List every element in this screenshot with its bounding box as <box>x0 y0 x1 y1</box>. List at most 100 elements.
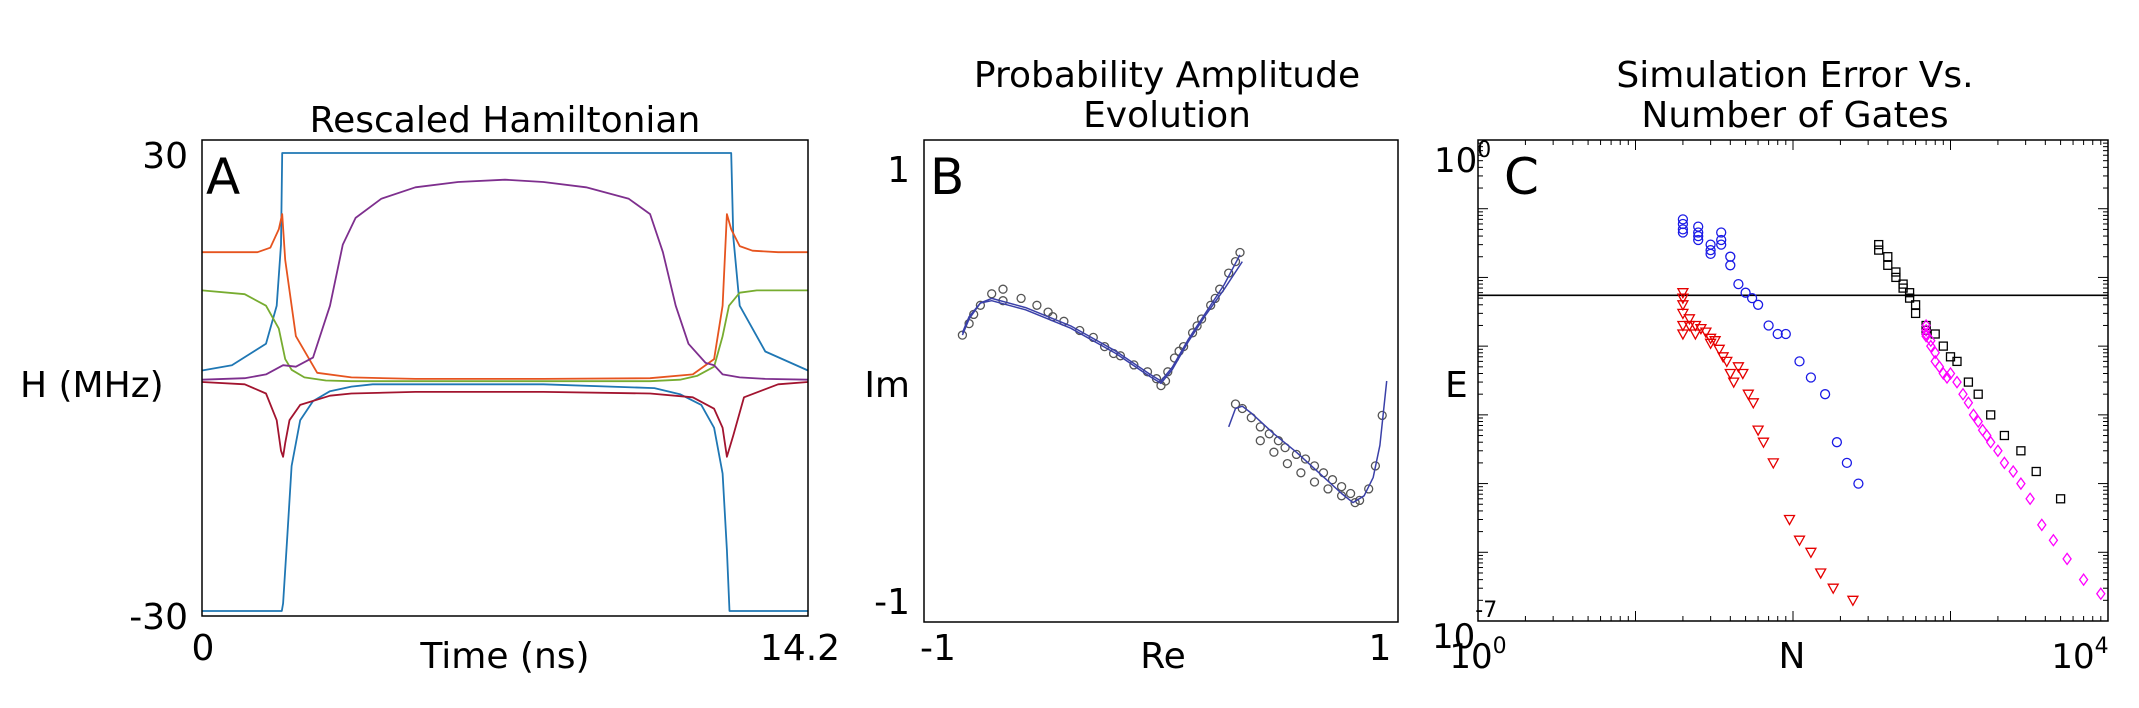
panel-c-ytick-bottom-base: 10 <box>1432 617 1475 657</box>
panel-c-letter: C <box>1504 148 1539 206</box>
panel-c-xtick-left-base: 10 <box>1449 637 1492 677</box>
panel-c-marker-diamond <box>2008 464 2019 479</box>
panel-c-marker-diamond <box>1921 323 1931 337</box>
panel-c-xtick-right-exp: 4 <box>2095 634 2109 659</box>
panel-c-marker-diamond <box>1930 346 1941 360</box>
panel-b-marker-point <box>1192 321 1202 331</box>
panel-c-marker-diamond <box>1968 408 1979 422</box>
panel-a-axes-frame <box>201 139 809 617</box>
panel-c-marker-diamond <box>2078 572 2089 587</box>
panel-c-marker-square <box>2055 494 2066 504</box>
panel-c-marker-triangle <box>1804 547 1818 559</box>
panel-c-marker-diamond <box>1934 360 1945 374</box>
panel-c-marker-circle <box>1716 234 1727 246</box>
panel-c-marker-triangle <box>1793 535 1806 547</box>
panel-b-ylabel: Im <box>864 365 910 406</box>
panel-c-ylabel: E <box>1445 365 1468 406</box>
panel-b-marker-point <box>1129 360 1139 370</box>
panel-c-marker-triangle <box>1683 320 1696 332</box>
panel-b-marker-point <box>987 289 997 299</box>
panel-c-marker-triangle <box>1814 568 1827 580</box>
panel-c-marker-triangle <box>1676 293 1690 305</box>
panel-a-series-line-5 <box>201 381 809 458</box>
panel-b-plot-area <box>957 247 1388 508</box>
panel-c-marker-circle <box>1725 260 1736 271</box>
panel-c-xtick-right-base: 10 <box>2051 637 2094 677</box>
panel-c-marker-square <box>1930 329 1940 339</box>
panel-c-simulation-error: Simulation Error Vs. Number of Gates C 1… <box>1432 55 2109 677</box>
panel-c-marker-diamond <box>1973 414 1984 429</box>
panel-c-marker-circle <box>1780 328 1791 340</box>
panel-c-plot-area <box>1477 140 2108 622</box>
panel-c-marker-square <box>1952 356 1962 367</box>
panel-c-marker-diamond <box>1981 428 1992 443</box>
panel-c-marker-triangle <box>1732 362 1745 374</box>
panel-b-marker-point <box>1255 436 1265 446</box>
panel-c-marker-circle <box>1716 227 1727 238</box>
panel-c-marker-circle <box>1677 224 1689 235</box>
panel-c-marker-circle <box>1693 227 1704 238</box>
panel-c-marker-circle <box>1831 437 1843 448</box>
panel-b-marker-point <box>1187 328 1198 338</box>
panel-c-marker-triangle <box>1676 308 1690 320</box>
panel-c-marker-circle <box>1705 244 1716 256</box>
panel-c-marker-diamond <box>1993 444 2003 458</box>
panel-b-letter: B <box>930 148 964 206</box>
panel-c-marker-triangle <box>1676 300 1690 312</box>
panel-b-marker-point <box>1291 449 1302 460</box>
panel-c-marker-square <box>1910 308 1921 319</box>
panel-c-xlabel: N <box>1779 636 1806 677</box>
panel-b-marker-point <box>1318 468 1329 478</box>
panel-c-marker-circle <box>1677 214 1689 225</box>
panel-c-title-line1: Simulation Error Vs. <box>1616 55 1973 96</box>
panel-b-marker-point <box>1235 247 1245 258</box>
panel-b-probability-amplitude: Probability Amplitude Evolution B 1 -1 I… <box>864 55 1399 677</box>
panel-a-plot-area <box>201 152 809 612</box>
panel-c-ytick-bottom: 10-7 <box>1432 598 1497 657</box>
panel-b-marker-point <box>1032 300 1042 310</box>
panel-c-marker-triangle <box>1689 320 1702 332</box>
panel-c-marker-triangle <box>1742 389 1755 401</box>
panel-c-marker-diamond <box>1945 366 1956 381</box>
panel-c-marker-square <box>2031 466 2041 477</box>
panel-c-marker-circle <box>1763 320 1774 331</box>
panel-c-ytick-top-exp: 0 <box>1477 138 1491 163</box>
panel-b-marker-point <box>1336 481 1347 492</box>
panel-c-marker-triangle <box>1846 595 1860 607</box>
panel-c-marker-circle <box>1819 389 1831 400</box>
panel-c-marker-triangle <box>1724 368 1737 380</box>
panel-c-marker-circle <box>1693 230 1704 242</box>
panel-c-marker-triangle <box>1767 458 1780 470</box>
panel-c-marker-diamond <box>1985 435 1996 449</box>
panel-b-marker-point <box>1345 488 1356 499</box>
panel-c-marker-diamond <box>2062 552 2072 566</box>
panel-a-series-line-2 <box>202 213 808 380</box>
panel-a-ylabel: H (MHz) <box>20 365 164 406</box>
panel-a-rescaled-hamiltonian: Rescaled Hamiltonian A 30 -30 H (MHz) 0 … <box>20 100 840 677</box>
panel-b-series-line-1 <box>961 261 1243 385</box>
panel-b-marker-point <box>1300 454 1311 464</box>
panel-b-axes-frame <box>923 139 1399 623</box>
panel-c-marker-diamond <box>2095 587 2106 601</box>
panel-b-marker-point <box>1255 422 1265 432</box>
panel-c-marker-triangle <box>1736 368 1749 380</box>
panel-b-marker-point <box>1327 475 1338 485</box>
panel-c-marker-diamond <box>1977 423 1988 437</box>
panel-c-ytick-bottom-exp: -7 <box>1475 598 1497 623</box>
panel-c-marker-triangle <box>1757 437 1770 449</box>
panel-a-xlabel: Time (ns) <box>419 636 589 677</box>
panel-c-marker-triangle <box>1751 425 1765 437</box>
panel-c-marker-triangle <box>1699 327 1713 339</box>
panel-b-marker-point <box>1323 484 1333 494</box>
panel-b-marker-point <box>1309 477 1320 487</box>
panel-c-marker-circle <box>1693 234 1704 246</box>
panel-b-marker-point <box>998 284 1008 294</box>
panel-c-marker-circle <box>1746 292 1758 304</box>
panel-a-series-line-1 <box>202 383 808 612</box>
panel-b-marker-point <box>1206 300 1216 310</box>
panel-c-xtick-left: 100 <box>1449 634 1506 677</box>
panel-b-xtick-1: 1 <box>1369 628 1392 669</box>
panel-c-marker-diamond <box>1952 375 1962 389</box>
panel-b-marker-point <box>1016 293 1026 304</box>
panel-c-marker-diamond <box>1925 339 1936 353</box>
